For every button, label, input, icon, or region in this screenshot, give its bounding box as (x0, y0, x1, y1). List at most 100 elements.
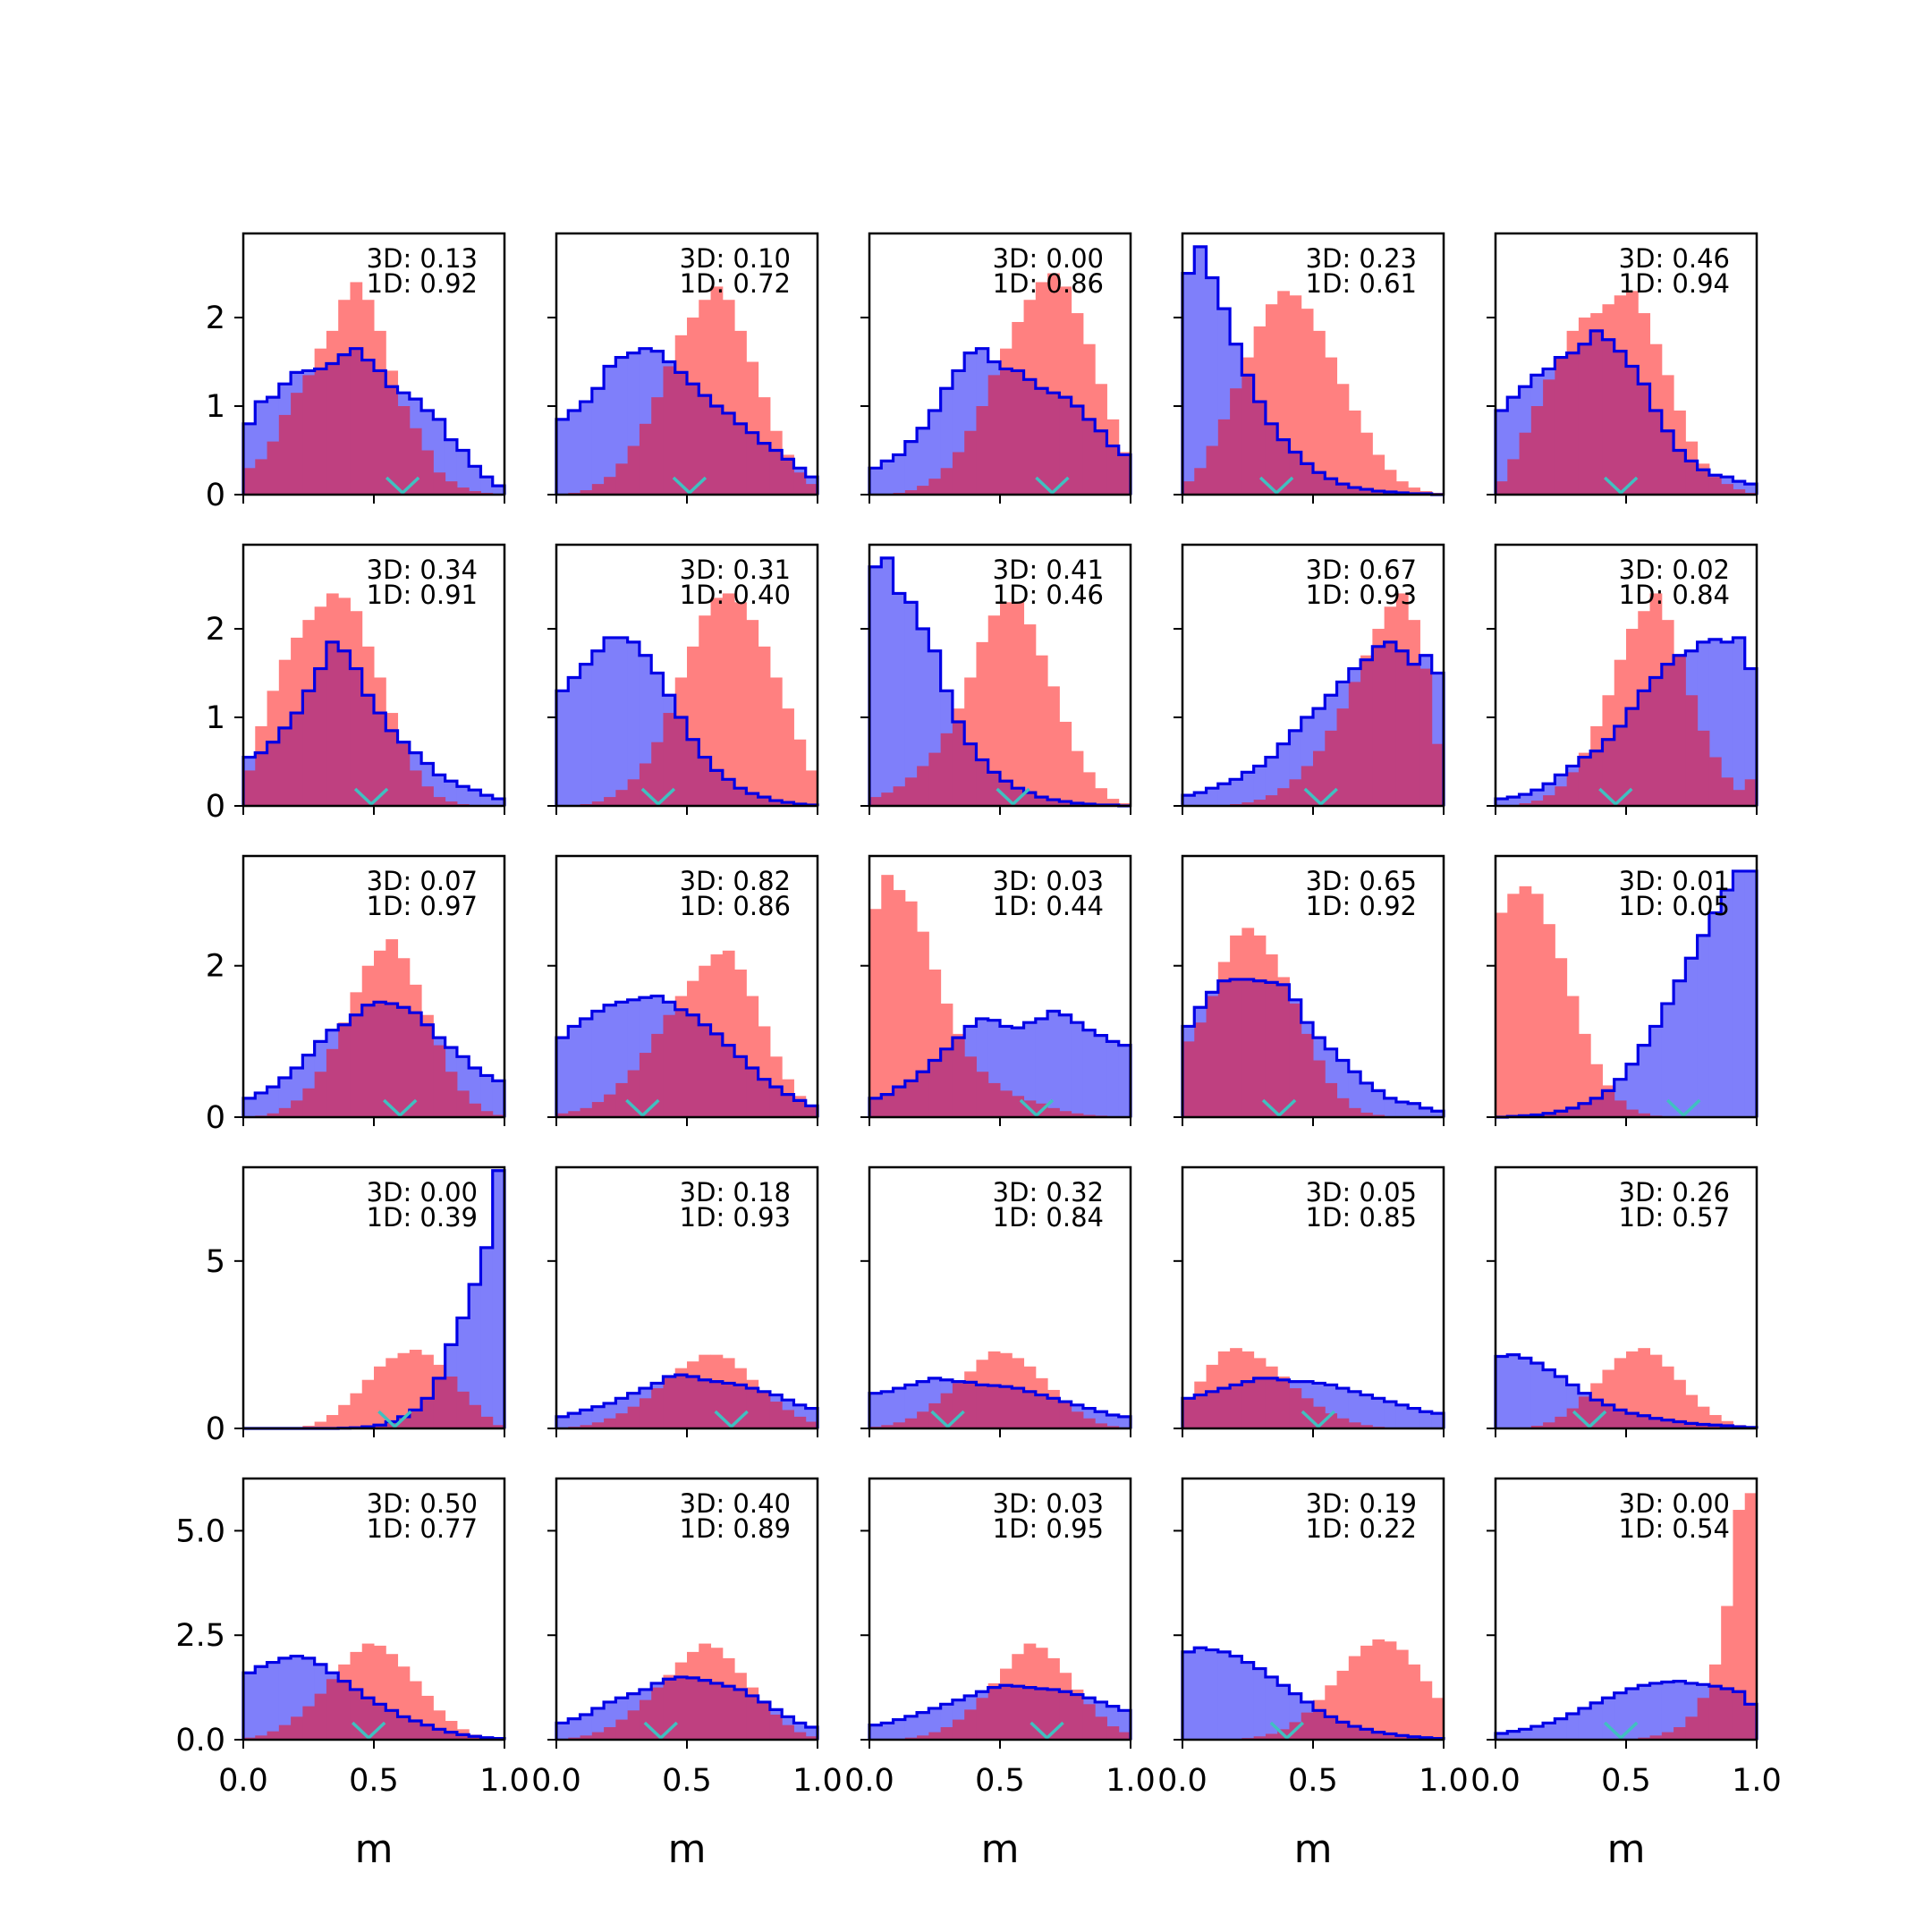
overlap-bar (1253, 800, 1267, 806)
blue-bar (1733, 637, 1746, 806)
overlap-bar (1555, 1111, 1568, 1117)
red-bar (964, 1371, 977, 1383)
blue-bar (568, 677, 581, 806)
overlap-bar (350, 1014, 363, 1117)
overlap-bar (1035, 797, 1048, 806)
overlap-bar (1000, 1685, 1013, 1740)
red-bar (1106, 799, 1120, 806)
red-bar (350, 1651, 363, 1690)
blue-bar (1496, 799, 1508, 806)
red-bar (409, 1681, 422, 1721)
red-bar (734, 969, 747, 1057)
overlap-bar (326, 641, 339, 806)
blue-step-outline (1494, 636, 1758, 806)
overlap-bar (374, 370, 386, 495)
blue-bar (1721, 890, 1733, 1117)
overlap-bar (243, 468, 256, 495)
overlap-bar (881, 792, 894, 806)
blue-bar (1253, 766, 1267, 806)
red-bar (314, 348, 327, 369)
red-bar (940, 1004, 953, 1049)
red-bar (722, 593, 735, 780)
y-tick-label: 2.5 (175, 1618, 225, 1654)
red-bar (326, 330, 339, 364)
overlap-bar (1614, 725, 1627, 806)
red-bar (1674, 1379, 1686, 1422)
overlap-bar (782, 1724, 794, 1740)
overlap-bar (639, 763, 652, 806)
annotation-1d: 1D: 0.89 (680, 1513, 791, 1544)
blue-bar (917, 1712, 929, 1740)
overlap-bar (987, 1385, 1001, 1428)
overlap-bar (1313, 472, 1326, 495)
red-bar (722, 300, 735, 413)
overlap-bar (1360, 1112, 1373, 1117)
overlap-bar (1325, 1082, 1338, 1117)
overlap-bar (1265, 982, 1278, 1117)
overlap-bar (591, 1102, 605, 1117)
overlap-bar (904, 1080, 918, 1117)
overlap-bar (445, 1072, 458, 1117)
overlap-bar (255, 459, 268, 495)
blue-bar (881, 557, 894, 806)
overlap-bar (604, 1726, 616, 1740)
overlap-bar (433, 1729, 446, 1740)
overlap-bar (639, 1398, 652, 1428)
red-bar (1697, 1406, 1710, 1425)
x-tick-label: 0.5 (1288, 1763, 1338, 1799)
overlap-bar (722, 1045, 735, 1117)
red-bar (350, 282, 363, 349)
overlap-bar (1372, 491, 1385, 495)
overlap-bar (1336, 1418, 1350, 1428)
blue-bar (1118, 1416, 1131, 1428)
overlap-bar (904, 1418, 918, 1428)
blue-step-outline (1496, 869, 1758, 1119)
red-bar (386, 370, 399, 387)
blue-bar (1519, 1729, 1532, 1740)
overlap-bar (639, 423, 652, 495)
overlap-bar (1035, 388, 1048, 495)
blue-bar (904, 441, 918, 495)
blue-bar (1708, 912, 1722, 1117)
y-tick-label: 2 (206, 301, 225, 336)
overlap-bar (1614, 351, 1627, 495)
red-bar (1419, 1681, 1433, 1738)
annotation-3d: 3D: 0.18 (680, 1177, 791, 1208)
blue-bar (1082, 1030, 1096, 1117)
annotation-1d: 1D: 0.86 (680, 891, 791, 921)
overlap-bar (964, 1709, 977, 1740)
overlap-bar (1674, 655, 1686, 806)
marker-chevron-icon (1030, 1721, 1064, 1741)
overlap-bar (361, 695, 375, 806)
annotation-3d: 3D: 0.03 (993, 1488, 1104, 1519)
overlap-bar (291, 713, 303, 806)
blue-bar (1543, 1723, 1555, 1740)
x-axis-label-col-2: m (668, 1826, 707, 1872)
blue-bar (580, 402, 593, 495)
overlap-bar (469, 1404, 481, 1428)
red-bar (1602, 695, 1615, 740)
red-bar (1372, 629, 1385, 647)
overlap-bar (1360, 1425, 1373, 1428)
overlap-bar (782, 1410, 794, 1428)
overlap-bar (1071, 1694, 1084, 1740)
overlap-bar (769, 801, 783, 806)
overlap-bar (1012, 1096, 1025, 1117)
blue-bar (1555, 1376, 1568, 1428)
x-axis-label-col-4: m (1294, 1826, 1333, 1872)
overlap-bar (1348, 1422, 1361, 1428)
overlap-bar (1638, 1113, 1651, 1117)
x-tick-label: 1.0 (792, 1763, 843, 1799)
marker-chevron-icon (930, 1410, 965, 1429)
overlap-bar (1265, 1733, 1278, 1740)
red-bar (1000, 1668, 1013, 1686)
overlap-bar (1325, 730, 1338, 806)
x-tick-label: 1.0 (1732, 1763, 1782, 1799)
red-bar (1241, 1351, 1255, 1382)
overlap-bar (769, 450, 783, 495)
overlap-bar (255, 752, 268, 806)
blue-bar (1419, 1107, 1433, 1117)
overlap-bar (1059, 801, 1072, 806)
blue-bar (1638, 1685, 1651, 1740)
